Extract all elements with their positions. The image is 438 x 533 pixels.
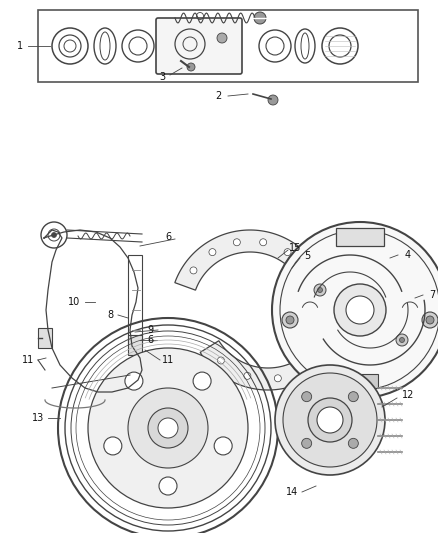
Polygon shape: [200, 296, 348, 390]
Circle shape: [303, 364, 310, 371]
Circle shape: [217, 357, 224, 364]
FancyBboxPatch shape: [156, 18, 242, 74]
Bar: [336, 228, 384, 246]
Text: 15: 15: [289, 243, 301, 253]
Bar: [128, 335, 142, 355]
Circle shape: [283, 373, 377, 467]
Circle shape: [334, 284, 386, 336]
Text: 5: 5: [304, 251, 310, 261]
Circle shape: [348, 438, 358, 448]
Circle shape: [284, 248, 291, 256]
Circle shape: [346, 296, 374, 324]
Text: 12: 12: [402, 390, 414, 400]
Circle shape: [128, 388, 208, 468]
Circle shape: [348, 392, 358, 402]
Circle shape: [324, 342, 331, 349]
Bar: [342, 374, 378, 388]
Circle shape: [190, 267, 197, 274]
Circle shape: [275, 365, 385, 475]
Circle shape: [159, 477, 177, 495]
Circle shape: [52, 232, 57, 238]
Text: 6: 6: [147, 335, 153, 345]
Circle shape: [158, 418, 178, 438]
Text: 2: 2: [215, 91, 221, 101]
Circle shape: [303, 267, 310, 274]
Text: 6: 6: [165, 232, 171, 242]
Text: 3: 3: [159, 72, 165, 82]
Polygon shape: [175, 230, 325, 290]
Circle shape: [214, 437, 232, 455]
Text: 13: 13: [32, 413, 44, 423]
Circle shape: [314, 284, 326, 296]
Circle shape: [260, 239, 267, 246]
Circle shape: [317, 407, 343, 433]
Text: 9: 9: [147, 325, 153, 335]
Text: 14: 14: [286, 487, 298, 497]
Circle shape: [193, 372, 211, 390]
Circle shape: [233, 239, 240, 246]
Bar: [128, 255, 142, 345]
Circle shape: [274, 375, 281, 382]
Circle shape: [396, 334, 408, 346]
Circle shape: [282, 312, 298, 328]
Circle shape: [244, 373, 251, 379]
Circle shape: [422, 312, 438, 328]
Circle shape: [88, 348, 248, 508]
Text: 10: 10: [68, 297, 80, 307]
Circle shape: [148, 408, 188, 448]
Circle shape: [333, 312, 340, 319]
Text: 7: 7: [429, 290, 435, 300]
Circle shape: [286, 316, 294, 324]
Circle shape: [308, 398, 352, 442]
Circle shape: [187, 63, 195, 71]
Circle shape: [125, 372, 143, 390]
Circle shape: [302, 392, 312, 402]
Circle shape: [217, 33, 227, 43]
Text: 11: 11: [22, 355, 34, 365]
Circle shape: [209, 248, 216, 256]
Circle shape: [272, 222, 438, 398]
Circle shape: [302, 438, 312, 448]
Circle shape: [104, 437, 122, 455]
Circle shape: [254, 12, 266, 24]
Circle shape: [318, 287, 322, 293]
Text: 4: 4: [405, 250, 411, 260]
Text: 8: 8: [107, 310, 113, 320]
Circle shape: [426, 316, 434, 324]
Text: 11: 11: [162, 355, 174, 365]
Circle shape: [399, 337, 405, 343]
Bar: [38, 10, 418, 82]
Circle shape: [268, 95, 278, 105]
Text: 1: 1: [17, 41, 23, 51]
Bar: [38, 328, 52, 348]
